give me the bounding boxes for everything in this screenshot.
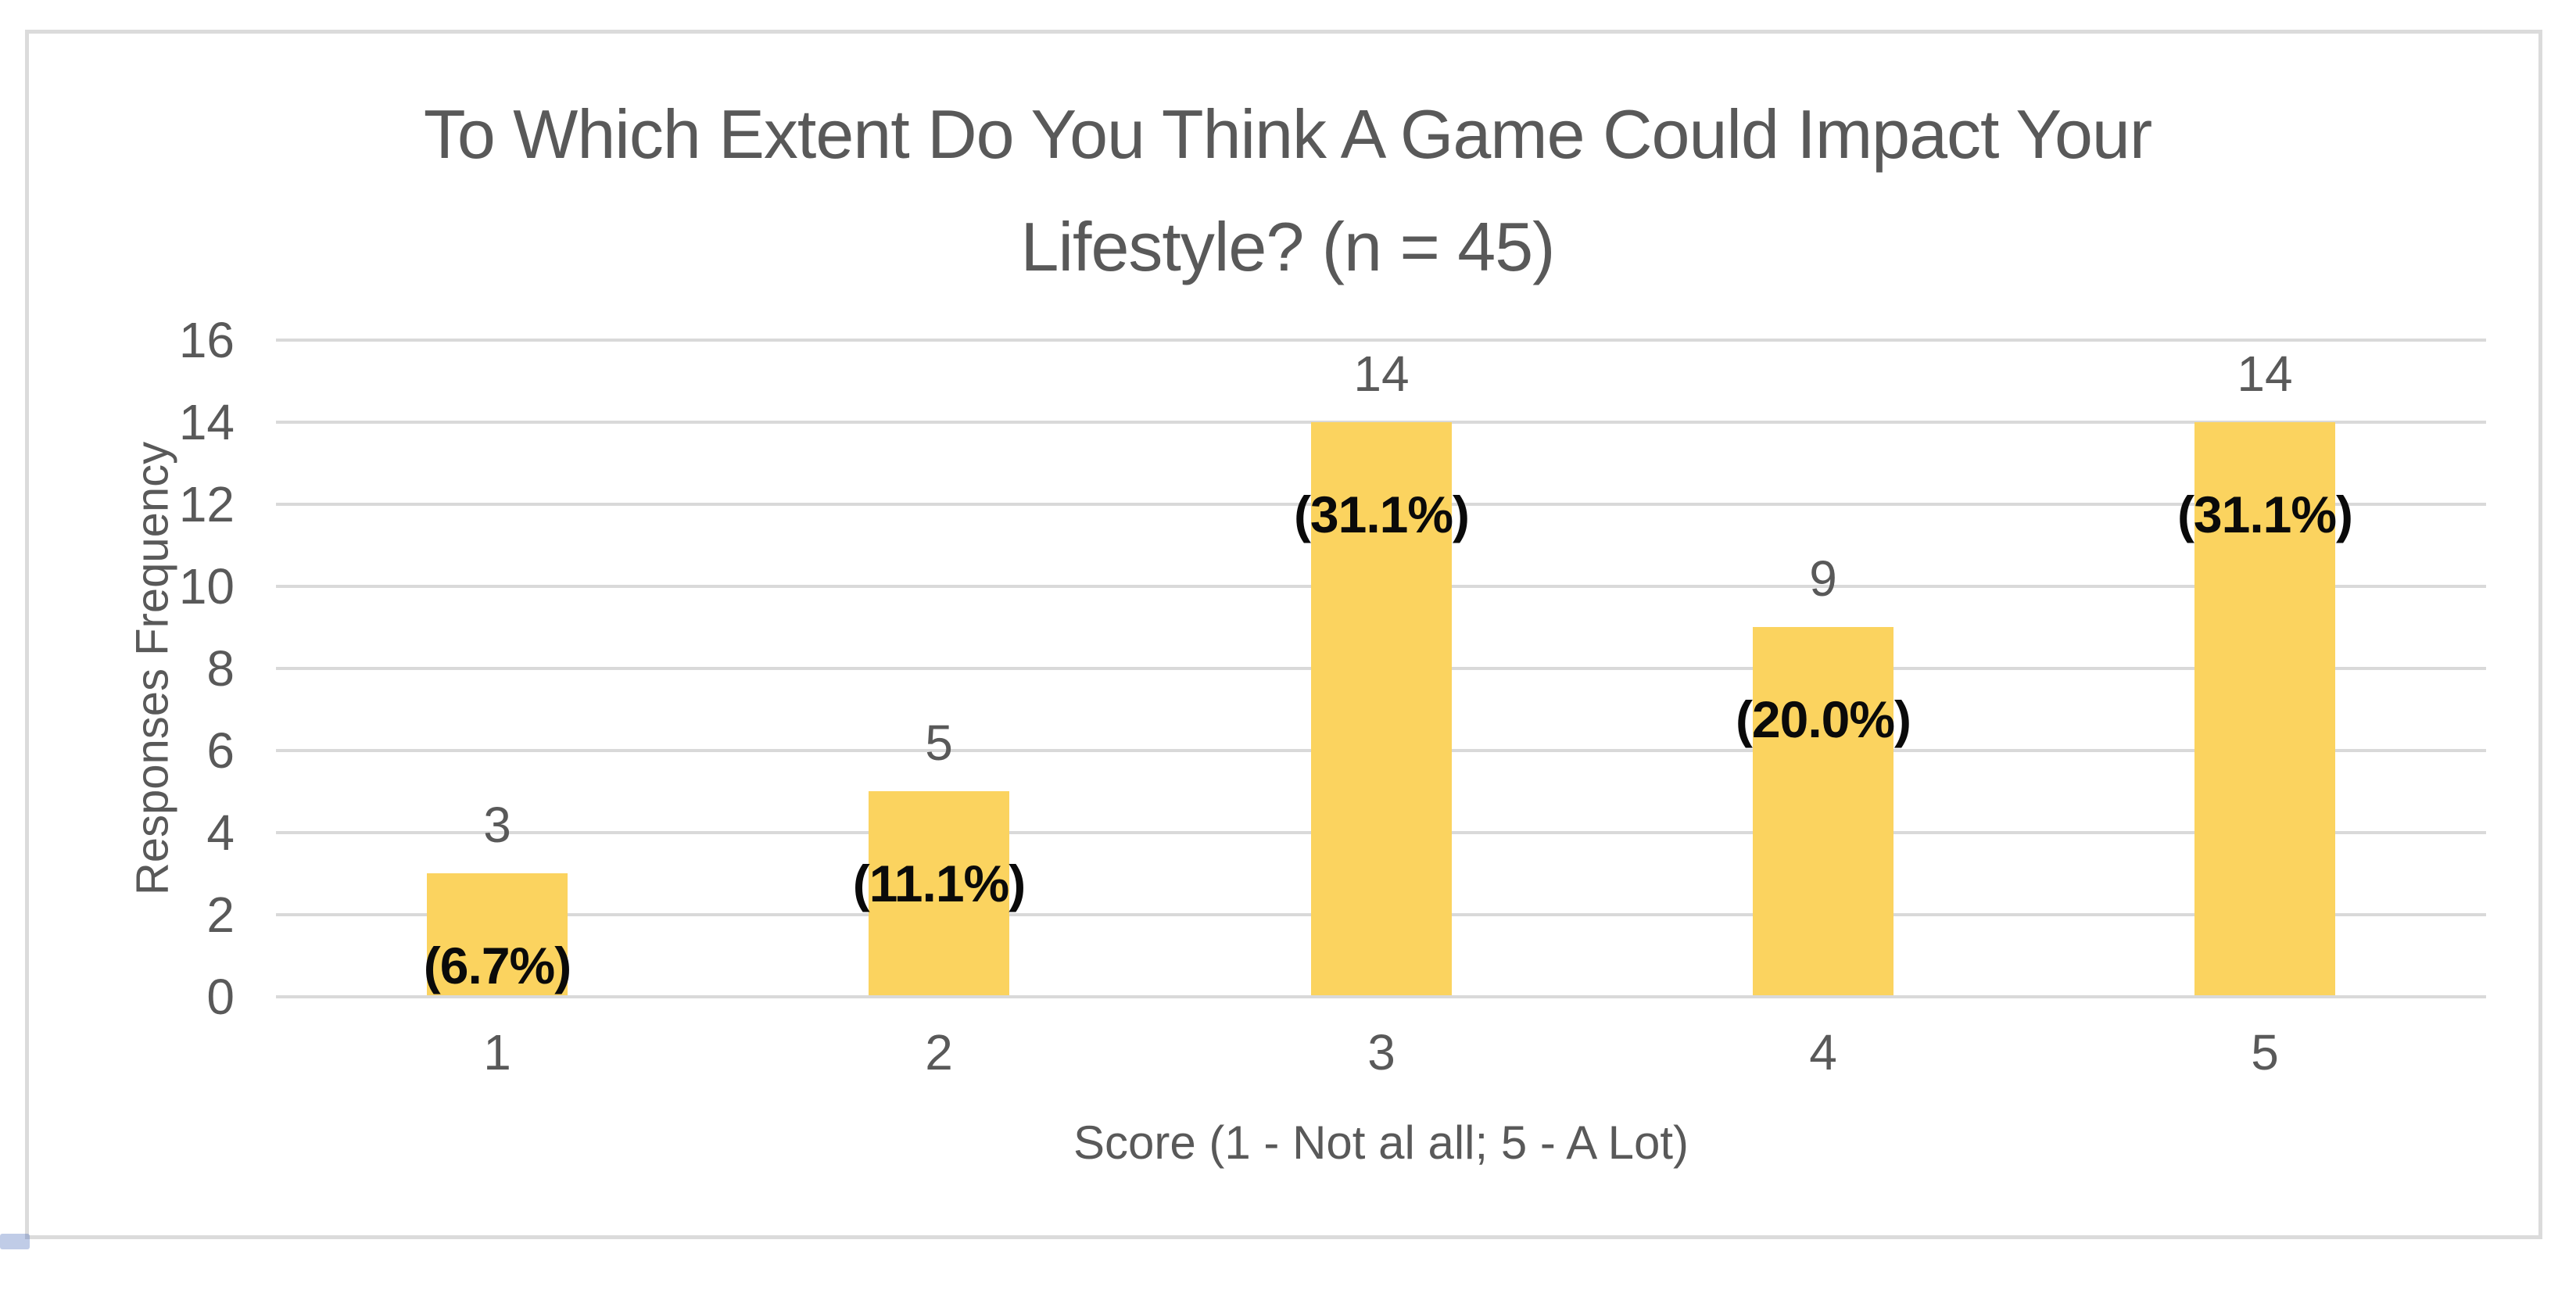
bar-percent-label: (6.7%) — [423, 937, 571, 994]
y-axis-tick-label: 6 — [206, 722, 235, 779]
page-artifact-blue-line — [0, 1234, 30, 1249]
bar-value-label: 3 — [483, 797, 511, 853]
chart-title-line2: Lifestyle? (n = 45) — [1020, 208, 1556, 285]
bar-percent-label: (31.1%) — [1293, 486, 1470, 543]
gridline — [276, 995, 2486, 998]
bar-value-label: 14 — [1353, 346, 1410, 402]
chart-title-line1: To Which Extent Do You Think A Game Coul… — [423, 95, 2152, 173]
x-axis-tick-label: 5 — [2251, 1024, 2279, 1080]
bar — [427, 873, 568, 995]
x-axis-tick-label: 1 — [483, 1024, 511, 1080]
bar-percent-label: (11.1%) — [852, 855, 1026, 912]
bar — [1753, 627, 1893, 995]
bar-value-label: 9 — [1809, 550, 1837, 607]
y-axis-tick-label: 0 — [206, 969, 235, 1025]
y-axis-tick-label: 4 — [206, 804, 235, 861]
x-axis-tick-label: 3 — [1367, 1024, 1395, 1080]
x-axis-tick-label: 2 — [925, 1024, 953, 1080]
y-axis-tick-label: 2 — [206, 887, 235, 943]
y-axis-tick-label: 16 — [178, 312, 235, 368]
bar-percent-label: (31.1%) — [2177, 486, 2353, 543]
bar-percent-label: (20.0%) — [1735, 690, 1911, 748]
bar-value-label: 5 — [925, 715, 953, 771]
x-axis-tick-label: 4 — [1809, 1024, 1837, 1080]
chart-frame — [25, 30, 2542, 1239]
bar-value-label: 14 — [2237, 346, 2293, 402]
gridline — [276, 339, 2486, 342]
y-axis-tick-label: 12 — [178, 476, 235, 532]
chart-title: To Which Extent Do You Think A Game Coul… — [25, 78, 2550, 303]
y-axis-tick-label: 14 — [178, 394, 235, 450]
bar — [869, 791, 1009, 995]
bar — [1311, 422, 1452, 995]
bar — [2194, 422, 2335, 995]
y-axis-tick-label: 10 — [178, 558, 235, 615]
x-axis-title: Score (1 - Not al all; 5 - A Lot) — [1073, 1116, 1689, 1169]
y-axis-tick-label: 8 — [206, 640, 235, 697]
